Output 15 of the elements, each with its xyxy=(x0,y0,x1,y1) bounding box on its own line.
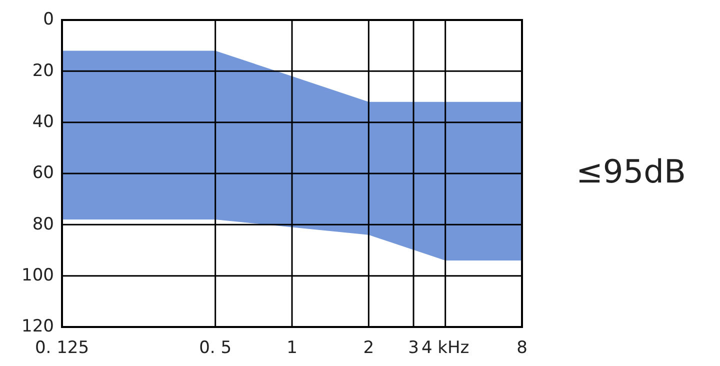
y-tick-label: 0 xyxy=(43,10,54,30)
y-tick-label: 60 xyxy=(32,163,54,184)
x-tick-label: 0. 5 xyxy=(199,338,232,358)
y-tick-label: 40 xyxy=(32,112,54,132)
x-tick-label: 8 xyxy=(516,338,528,358)
y-tick-label: 20 xyxy=(32,60,54,81)
x-tick-label: 0. 125 xyxy=(34,338,90,358)
x-tick-label: 1 xyxy=(286,338,298,358)
x-tick-label: 3 xyxy=(408,338,419,358)
x-tick-label: 4 kHz xyxy=(421,338,470,358)
y-tick-label: 120 xyxy=(22,316,54,337)
y-tick-label: 80 xyxy=(32,214,54,234)
x-tick-label: 2 xyxy=(363,338,374,358)
y-tick-label: 100 xyxy=(22,265,54,286)
text: ≤95dB xyxy=(576,152,686,190)
